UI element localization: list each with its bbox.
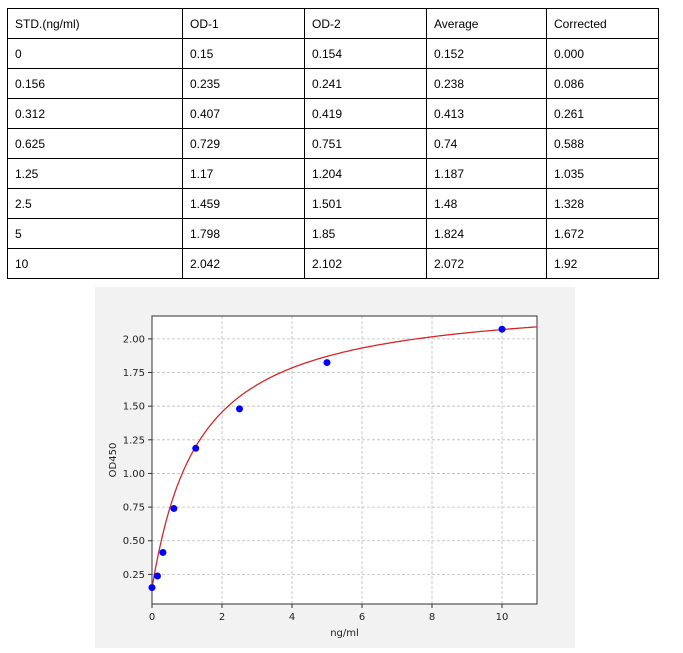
y-tick-label: 0.75 — [123, 503, 145, 514]
table-cell: 1.85 — [304, 218, 427, 249]
table-cell: 0.413 — [426, 98, 547, 129]
column-header: Corrected — [546, 8, 659, 39]
table-cell: 1.672 — [546, 218, 659, 249]
y-tick-label: 0.50 — [123, 536, 145, 547]
x-tick-label: 0 — [149, 612, 155, 623]
plot-frame — [151, 315, 538, 605]
table-row: 5 1.798 1.85 1.824 1.672 — [7, 218, 659, 249]
x-tick-label: 4 — [289, 612, 295, 623]
table-cell: 2.5 — [7, 188, 183, 219]
y-tick-label: 2.00 — [123, 334, 145, 345]
table-cell: 0.241 — [304, 68, 427, 99]
data-point — [170, 504, 178, 512]
table-cell: 0.154 — [304, 38, 427, 69]
data-point — [323, 359, 331, 367]
data-point — [498, 325, 506, 333]
standard-table: STD.(ng/ml) OD-1 OD-2 Average Corrected 0 0.15… — [7, 8, 659, 279]
y-tick-label: 0.25 — [123, 570, 145, 581]
table-row: 0.312 0.407 0.419 0.413 0.261 — [7, 98, 659, 129]
data-point — [148, 584, 156, 592]
column-header: STD.(ng/ml) — [7, 8, 183, 39]
table-cell: 0.238 — [426, 68, 547, 99]
y-tick-label: 1.00 — [123, 469, 145, 480]
data-point — [192, 444, 200, 452]
x-tick-label: 8 — [429, 612, 435, 623]
y-axis-label: OD450 — [108, 443, 119, 478]
table-cell: 1.187 — [426, 158, 547, 189]
table-cell: 0.729 — [182, 128, 305, 159]
table-cell: 1.328 — [546, 188, 659, 219]
table-row: 0 0.15 0.154 0.152 0.000 — [7, 38, 659, 69]
table-cell: 0.312 — [7, 98, 183, 129]
data-point — [153, 572, 161, 580]
x-axis-label: ng/ml — [330, 628, 359, 639]
fit-curve — [151, 326, 538, 589]
column-header: OD-1 — [182, 8, 305, 39]
x-tick-label: 10 — [496, 612, 509, 623]
table-cell: 10 — [7, 248, 183, 279]
table-cell: 0.15 — [182, 38, 305, 69]
table-cell: 0.419 — [304, 98, 427, 129]
table-cell: 2.042 — [182, 248, 305, 279]
x-tick-label: 6 — [359, 612, 365, 623]
data-point — [236, 405, 243, 413]
y-tick-label: 1.50 — [123, 402, 145, 413]
table-cell: 1.17 — [182, 158, 305, 189]
header-row: STD.(ng/ml) OD-1 OD-2 Average Corrected — [7, 8, 659, 39]
table-row: 10 2.042 2.102 2.072 1.92 — [7, 248, 659, 279]
table-cell: 1.035 — [546, 158, 659, 189]
table-cell: 2.102 — [304, 248, 427, 279]
plot-area — [152, 316, 537, 604]
column-header: Average — [426, 8, 547, 39]
table-cell: 1.92 — [546, 248, 659, 279]
table-cell: 2.072 — [426, 248, 547, 279]
y-tick-label: 1.75 — [123, 368, 145, 379]
table-cell: 0.74 — [426, 128, 547, 159]
data-point — [159, 548, 167, 556]
x-tick-label: 2 — [219, 612, 225, 623]
y-tick-label: 1.25 — [123, 435, 145, 446]
